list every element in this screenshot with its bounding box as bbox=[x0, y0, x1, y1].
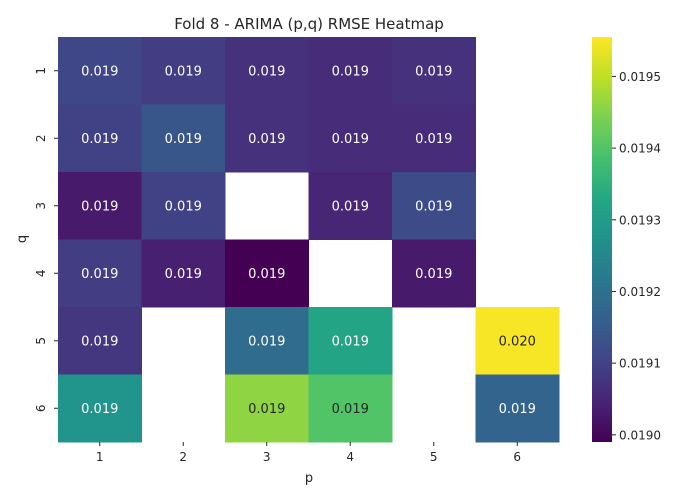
cell-value-label: 0.019 bbox=[81, 132, 118, 147]
x-tick-label: 1 bbox=[96, 450, 104, 464]
chart-title: Fold 8 - ARIMA (p,q) RMSE Heatmap bbox=[174, 15, 444, 33]
cell-value-label: 0.019 bbox=[81, 64, 118, 79]
cell-value-label: 0.019 bbox=[248, 64, 285, 79]
colorbar-tick-label: 0.0195 bbox=[619, 70, 661, 84]
heatmap-cell bbox=[392, 239, 476, 308]
heatmap-cell bbox=[58, 239, 142, 308]
cell-value-label: 0.019 bbox=[248, 334, 285, 349]
cell-value-label: 0.019 bbox=[248, 402, 285, 417]
colorbar-tick-label: 0.0193 bbox=[619, 213, 661, 227]
y-tick-label: 2 bbox=[34, 134, 48, 142]
cell-value-label: 0.019 bbox=[332, 334, 369, 349]
cell-value-label: 0.019 bbox=[332, 132, 369, 147]
heatmap-cell bbox=[58, 172, 142, 240]
colorbar bbox=[592, 37, 612, 442]
cell-value-label: 0.020 bbox=[499, 334, 536, 349]
heatmap-cell bbox=[225, 307, 309, 375]
cell-value-label: 0.019 bbox=[248, 267, 285, 282]
cell-value-label: 0.019 bbox=[248, 132, 285, 147]
heatmap-cell bbox=[392, 172, 476, 240]
colorbar-tick-label: 0.0194 bbox=[619, 142, 661, 156]
cell-value-label: 0.019 bbox=[415, 64, 452, 79]
heatmap-cell bbox=[308, 374, 393, 443]
y-tick-label: 1 bbox=[34, 67, 48, 75]
x-axis-label: p bbox=[305, 471, 313, 486]
x-axis: 1 2 3 4 5 6 bbox=[96, 442, 521, 464]
y-axis-label: q bbox=[15, 235, 30, 243]
cell-value-label: 0.019 bbox=[415, 267, 452, 282]
heatmap-cell bbox=[141, 172, 226, 240]
cell-value-label: 0.019 bbox=[165, 199, 202, 214]
cell-value-label: 0.019 bbox=[332, 64, 369, 79]
heatmap-cell bbox=[308, 37, 393, 105]
y-tick-label: 4 bbox=[34, 269, 48, 277]
heatmap-cells: 0.019 0.019 0.019 0.019 0.019 0.019 0.019 0.019… bbox=[58, 37, 560, 443]
cell-value-label: 0.019 bbox=[81, 199, 118, 214]
heatmap-cell bbox=[392, 104, 476, 173]
colorbar-axis: 0.0190 0.0191 0.0192 0.0193 0.0194 0.0195 bbox=[612, 70, 661, 442]
colorbar-tick-label: 0.0190 bbox=[619, 428, 661, 442]
heatmap-cell bbox=[225, 37, 309, 105]
x-tick-label: 4 bbox=[346, 450, 354, 464]
heatmap-cell bbox=[475, 307, 560, 375]
cell-value-label: 0.019 bbox=[415, 199, 452, 214]
cell-value-label: 0.019 bbox=[332, 402, 369, 417]
x-tick-label: 6 bbox=[513, 450, 521, 464]
heatmap-cell bbox=[141, 239, 226, 308]
x-tick-label: 2 bbox=[179, 450, 187, 464]
heatmap-cell bbox=[308, 172, 393, 240]
y-tick-label: 5 bbox=[34, 337, 48, 345]
heatmap-cell bbox=[308, 307, 393, 375]
cell-value-label: 0.019 bbox=[165, 267, 202, 282]
cell-value-label: 0.019 bbox=[81, 267, 118, 282]
cell-value-label: 0.019 bbox=[81, 402, 118, 417]
y-tick-label: 3 bbox=[34, 202, 48, 210]
cell-value-label: 0.019 bbox=[415, 132, 452, 147]
heatmap-cell bbox=[58, 104, 142, 173]
x-tick-label: 5 bbox=[430, 450, 438, 464]
heatmap-cell bbox=[141, 104, 226, 173]
colorbar-tick-label: 0.0191 bbox=[619, 357, 661, 371]
heatmap-cell bbox=[225, 374, 309, 443]
heatmap-cell bbox=[225, 104, 309, 173]
cell-value-label: 0.019 bbox=[165, 132, 202, 147]
heatmap-cell bbox=[225, 239, 309, 308]
heatmap-cell bbox=[475, 374, 560, 443]
heatmap-cell bbox=[58, 307, 142, 375]
heatmap-cell bbox=[58, 374, 142, 443]
y-tick-label: 6 bbox=[34, 404, 48, 412]
heatmap-cell bbox=[308, 104, 393, 173]
cell-value-label: 0.019 bbox=[499, 402, 536, 417]
cell-value-label: 0.019 bbox=[332, 199, 369, 214]
cell-value-label: 0.019 bbox=[165, 64, 202, 79]
y-axis: 1 2 3 4 5 6 bbox=[34, 67, 58, 412]
cell-value-label: 0.019 bbox=[81, 334, 118, 349]
heatmap-cell bbox=[58, 37, 142, 105]
x-tick-label: 3 bbox=[263, 450, 271, 464]
heatmap-cell bbox=[392, 37, 476, 105]
heatmap-cell bbox=[141, 37, 226, 105]
colorbar-tick-label: 0.0192 bbox=[619, 285, 661, 299]
